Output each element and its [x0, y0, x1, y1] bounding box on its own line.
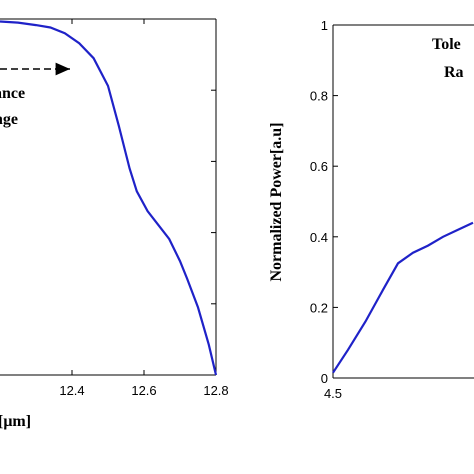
right-plot-panel: 0 0.2 0.4 0.6 0.8 1 4.5 Tole Ra Normalized Po… — [268, 18, 474, 401]
left-y-ticks — [211, 18, 216, 376]
right-y-tick-label-5: 1 — [321, 18, 328, 33]
right-y-tick-label-0: 0 — [321, 371, 328, 386]
right-x-tick-label-0: 4.5 — [324, 386, 342, 401]
right-y-tick-label-1: 0.2 — [310, 300, 328, 315]
right-y-tick-label-3: 0.6 — [310, 159, 328, 174]
right-y-tick-label-2: 0.4 — [310, 230, 328, 245]
right-y-ticks — [333, 24, 338, 379]
left-annotation-line-2: nge — [0, 111, 18, 128]
left-x-tick-label-1: 12.6 — [131, 383, 156, 398]
right-annotation-line-1: Tole — [432, 36, 461, 53]
left-series-line — [0, 20, 218, 376]
right-annotation-line-2: Ra — [444, 64, 464, 81]
left-x-ticks — [71, 19, 217, 375]
left-annotation-line-1: ance — [0, 85, 25, 102]
left-x-tick-label-0: 12.4 — [59, 383, 84, 398]
left-x-tick-label-2: 12.8 — [203, 383, 228, 398]
right-y-tick-labels: 0 0.2 0.4 0.6 0.8 1 — [310, 18, 328, 386]
left-x-tick-labels: 12.4 12.6 12.8 — [59, 383, 228, 398]
right-y-axis-label: Normalized Power[a.u] — [268, 122, 285, 281]
left-plot-panel: 12.4 12.6 12.8 ance nge [μm] — [0, 18, 229, 430]
right-series-line — [332, 221, 474, 374]
right-y-tick-label-4: 0.8 — [310, 89, 328, 104]
left-x-axis-label: [μm] — [0, 413, 31, 430]
